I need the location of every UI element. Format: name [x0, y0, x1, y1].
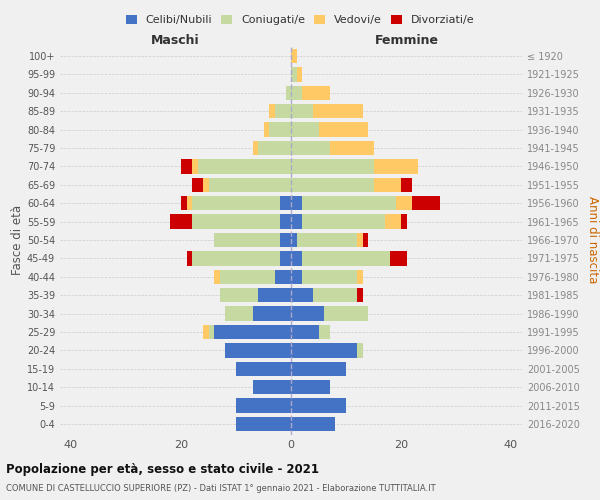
- Bar: [209, 325, 214, 339]
- Bar: [192, 196, 280, 210]
- Bar: [203, 325, 209, 339]
- Bar: [280, 251, 291, 266]
- Bar: [291, 49, 296, 63]
- Bar: [225, 343, 291, 357]
- Text: COMUNE DI CASTELLUCCIO SUPERIORE (PZ) - Dati ISTAT 1° gennaio 2021 - Elaborazion: COMUNE DI CASTELLUCCIO SUPERIORE (PZ) - …: [6, 484, 436, 493]
- Y-axis label: Anni di nascita: Anni di nascita: [586, 196, 599, 284]
- Y-axis label: Fasce di età: Fasce di età: [11, 205, 24, 275]
- Bar: [291, 104, 313, 118]
- Bar: [401, 178, 412, 192]
- Bar: [197, 159, 291, 174]
- Bar: [280, 196, 291, 210]
- Bar: [253, 380, 291, 394]
- Bar: [258, 288, 291, 302]
- Bar: [395, 196, 412, 210]
- Bar: [187, 251, 192, 266]
- Text: Maschi: Maschi: [151, 34, 200, 47]
- Bar: [291, 270, 302, 284]
- Bar: [291, 251, 302, 266]
- Bar: [291, 380, 329, 394]
- Bar: [324, 306, 368, 321]
- Bar: [291, 233, 296, 247]
- Bar: [291, 288, 313, 302]
- Bar: [209, 178, 291, 192]
- Bar: [401, 214, 407, 229]
- Bar: [280, 233, 291, 247]
- Bar: [214, 233, 280, 247]
- Bar: [269, 104, 275, 118]
- Bar: [280, 214, 291, 229]
- Legend: Celibi/Nubili, Coniugati/e, Vedovi/e, Divorziati/e: Celibi/Nubili, Coniugati/e, Vedovi/e, Di…: [121, 10, 479, 30]
- Bar: [291, 417, 335, 431]
- Bar: [253, 306, 291, 321]
- Bar: [192, 251, 280, 266]
- Bar: [253, 141, 258, 155]
- Bar: [192, 159, 197, 174]
- Bar: [319, 325, 329, 339]
- Bar: [181, 159, 192, 174]
- Bar: [302, 251, 390, 266]
- Bar: [357, 288, 362, 302]
- Bar: [214, 325, 291, 339]
- Bar: [385, 214, 401, 229]
- Bar: [236, 362, 291, 376]
- Bar: [357, 270, 362, 284]
- Bar: [313, 288, 357, 302]
- Text: Popolazione per età, sesso e stato civile - 2021: Popolazione per età, sesso e stato civil…: [6, 462, 319, 475]
- Bar: [170, 214, 192, 229]
- Text: Femmine: Femmine: [374, 34, 439, 47]
- Bar: [329, 141, 373, 155]
- Bar: [291, 214, 302, 229]
- Bar: [291, 122, 319, 137]
- Bar: [236, 398, 291, 412]
- Bar: [412, 196, 439, 210]
- Bar: [291, 86, 302, 100]
- Bar: [203, 178, 209, 192]
- Bar: [291, 306, 324, 321]
- Bar: [357, 343, 362, 357]
- Bar: [291, 196, 302, 210]
- Bar: [302, 270, 357, 284]
- Bar: [291, 325, 319, 339]
- Bar: [291, 141, 329, 155]
- Bar: [291, 362, 346, 376]
- Bar: [269, 122, 291, 137]
- Bar: [225, 306, 253, 321]
- Bar: [373, 159, 418, 174]
- Bar: [291, 178, 373, 192]
- Bar: [181, 196, 187, 210]
- Bar: [302, 196, 395, 210]
- Bar: [275, 104, 291, 118]
- Bar: [187, 196, 192, 210]
- Bar: [357, 233, 362, 247]
- Bar: [313, 104, 362, 118]
- Bar: [296, 68, 302, 82]
- Bar: [302, 86, 329, 100]
- Bar: [291, 343, 357, 357]
- Bar: [220, 270, 275, 284]
- Bar: [192, 178, 203, 192]
- Bar: [291, 398, 346, 412]
- Bar: [291, 68, 296, 82]
- Bar: [275, 270, 291, 284]
- Bar: [263, 122, 269, 137]
- Bar: [291, 159, 373, 174]
- Bar: [362, 233, 368, 247]
- Bar: [192, 214, 280, 229]
- Bar: [286, 86, 291, 100]
- Bar: [390, 251, 407, 266]
- Bar: [214, 270, 220, 284]
- Bar: [296, 233, 357, 247]
- Bar: [258, 141, 291, 155]
- Bar: [220, 288, 258, 302]
- Bar: [319, 122, 368, 137]
- Bar: [236, 417, 291, 431]
- Bar: [373, 178, 401, 192]
- Bar: [302, 214, 385, 229]
